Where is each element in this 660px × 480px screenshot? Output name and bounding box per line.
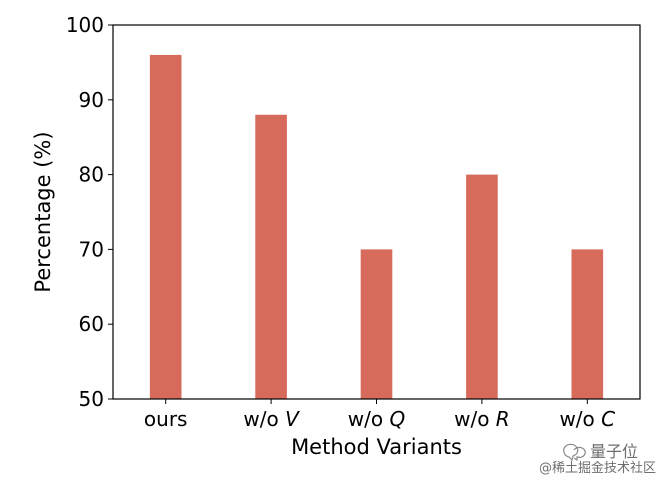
bar-1	[255, 114, 287, 399]
x-tick-label-0: ours	[144, 407, 188, 431]
bar-0	[149, 54, 182, 400]
x-tick-label-1: w/o V	[243, 407, 300, 431]
bar-3	[466, 174, 498, 399]
y-tick-label-5: 100	[66, 13, 104, 37]
watermark-community: @稀土掘金技术社区	[539, 460, 656, 476]
y-axis-label: Percentage (%)	[31, 131, 55, 292]
watermark-brand: 量子位	[590, 442, 638, 461]
chat-bubble-icon	[563, 443, 586, 462]
y-tick-label-2: 70	[79, 237, 104, 261]
bar-2	[360, 249, 393, 399]
y-tick-label-0: 50	[79, 387, 104, 411]
watermark: 量子位 @稀土掘金技术社区	[539, 442, 656, 476]
bars-group	[149, 54, 604, 400]
x-tick-label-3: w/o R	[454, 407, 510, 431]
x-tick-label-2: w/o Q	[348, 407, 405, 431]
bar-4	[571, 249, 604, 399]
y-tick-label-1: 60	[79, 312, 104, 336]
y-tick-label-3: 80	[79, 163, 104, 187]
y-tick-label-4: 90	[79, 88, 104, 112]
x-axis-label: Method Variants	[291, 435, 462, 459]
x-tick-label-4: w/o C	[559, 407, 615, 431]
y-axis: 50 60 70 80 90 100	[66, 13, 113, 411]
x-axis: ours w/o V w/o Q w/o R w/o C	[144, 399, 615, 431]
